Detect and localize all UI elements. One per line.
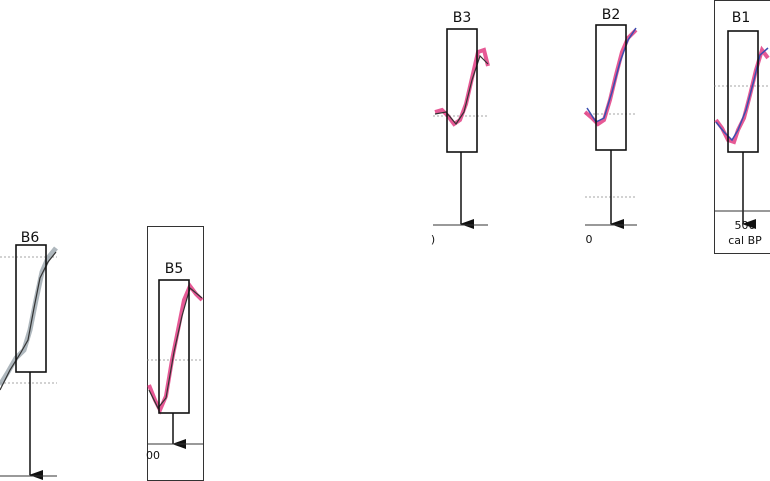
data-curve (715, 47, 769, 142)
tick-label: ) (431, 233, 435, 246)
panel-b5: B5 00 (146, 226, 204, 481)
data-cloud (714, 45, 770, 145)
data-cloud (583, 28, 638, 127)
axis-label: cal BP (728, 234, 762, 247)
panel-frame (714, 0, 770, 254)
panel-label: B1 (732, 10, 751, 26)
tick-label: 0 (586, 233, 593, 246)
window-box (15, 244, 47, 373)
data-cloud (0, 246, 58, 387)
panel-b2: B2 0 (583, 7, 638, 246)
panel-label: B3 (453, 10, 472, 26)
panel-label: B5 (165, 261, 184, 277)
panel-b1: B1 500 cal BP (714, 0, 770, 254)
tick-label: 00 (146, 449, 160, 462)
panel-b6: B6 (0, 230, 58, 480)
window-box (158, 279, 190, 414)
tick-label: 500 (735, 219, 756, 232)
window-box (446, 28, 478, 153)
panel-label: B6 (21, 230, 40, 246)
panel-label: B2 (602, 7, 621, 23)
data-curve (586, 27, 637, 123)
data-curve (148, 286, 203, 410)
data-curve (434, 54, 489, 126)
panel-b3: B3 ) (431, 10, 490, 246)
data-cloud (434, 47, 490, 127)
window-box (727, 30, 759, 153)
